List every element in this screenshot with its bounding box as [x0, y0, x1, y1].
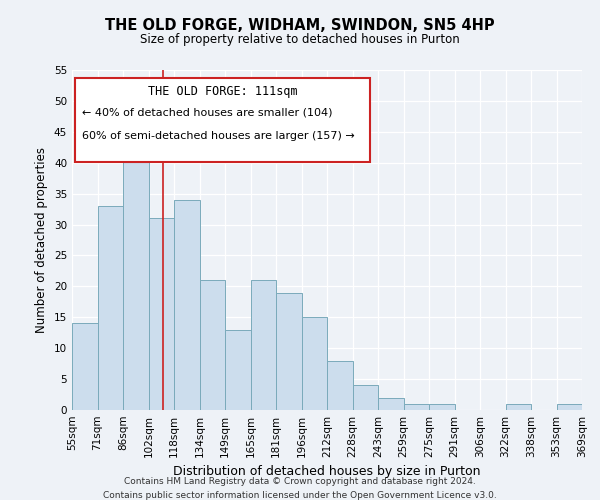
Bar: [302, 318, 327, 410]
Text: Size of property relative to detached houses in Purton: Size of property relative to detached ho…: [140, 32, 460, 46]
Bar: [404, 404, 429, 410]
Bar: [225, 330, 251, 410]
Bar: [327, 360, 353, 410]
Text: 60% of semi-detached houses are larger (157) →: 60% of semi-detached houses are larger (…: [82, 131, 355, 141]
Bar: [505, 404, 531, 410]
Bar: [174, 200, 199, 410]
Y-axis label: Number of detached properties: Number of detached properties: [35, 147, 49, 333]
Bar: [199, 280, 225, 410]
FancyBboxPatch shape: [74, 78, 370, 162]
X-axis label: Distribution of detached houses by size in Purton: Distribution of detached houses by size …: [173, 466, 481, 478]
Bar: [276, 292, 302, 410]
Bar: [72, 324, 97, 410]
Bar: [353, 386, 378, 410]
Bar: [149, 218, 174, 410]
Bar: [97, 206, 123, 410]
Bar: [251, 280, 276, 410]
Bar: [123, 144, 149, 410]
Bar: [378, 398, 404, 410]
Text: THE OLD FORGE: 111sqm: THE OLD FORGE: 111sqm: [148, 86, 297, 98]
Text: THE OLD FORGE, WIDHAM, SWINDON, SN5 4HP: THE OLD FORGE, WIDHAM, SWINDON, SN5 4HP: [105, 18, 495, 32]
Bar: [557, 404, 582, 410]
Text: ← 40% of detached houses are smaller (104): ← 40% of detached houses are smaller (10…: [82, 108, 332, 118]
Bar: [429, 404, 455, 410]
Text: Contains public sector information licensed under the Open Government Licence v3: Contains public sector information licen…: [103, 491, 497, 500]
Text: Contains HM Land Registry data © Crown copyright and database right 2024.: Contains HM Land Registry data © Crown c…: [124, 478, 476, 486]
